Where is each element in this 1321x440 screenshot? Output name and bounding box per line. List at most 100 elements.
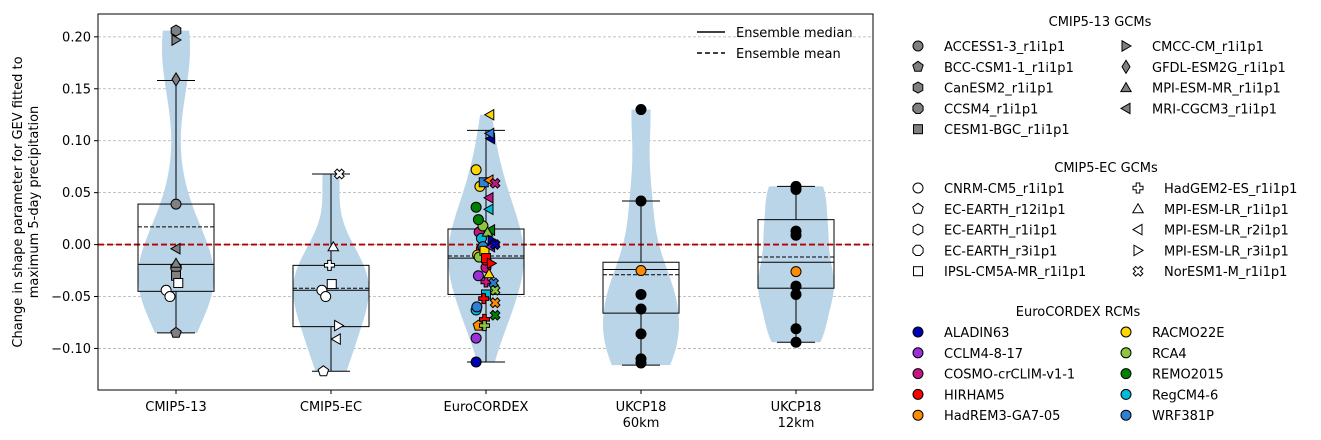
plot-area: −0.10 −0.05 0.00 0.05 0.10 0.15 0.20 CMIP5-13 CM… (11, 13, 874, 431)
data-point (635, 288, 647, 300)
data-point (482, 267, 496, 279)
x-tick-label: CMIP5-13 (145, 400, 206, 415)
data-point (171, 71, 181, 87)
data-point (327, 240, 340, 252)
data-point (472, 214, 484, 226)
violin-2 (293, 174, 369, 372)
legend-label: BCC-CSM1-1_r1i1p1 (944, 61, 1074, 76)
legend-label: EC-EARTH_r1i1p1 (944, 224, 1057, 239)
data-point (320, 291, 332, 303)
legend-label: CCLM4-8-17 (944, 347, 1023, 362)
legend-marker (1120, 347, 1132, 359)
legend-label: ACCESS1-3_r1i1p1 (944, 40, 1065, 55)
legend-label: EC-EARTH_r3i1p1 (944, 244, 1057, 259)
legend-label: MRI-CGCM3_r1i1p1 (1152, 102, 1277, 117)
legend-label: CMCC-CM_r1i1p1 (1152, 40, 1264, 55)
data-point (790, 266, 802, 278)
data-point (790, 336, 802, 348)
legend-label: RACMO22E (1152, 326, 1224, 341)
legend-group-title: CMIP5-13 GCMs (1049, 15, 1152, 30)
legend-marker (1121, 59, 1131, 75)
legend-label: COSMO-crCLIM-v1-1 (944, 368, 1075, 383)
data-point (330, 333, 341, 346)
data-point (790, 229, 802, 241)
legend-marker (1120, 388, 1132, 400)
data-point (471, 301, 483, 313)
data-point (470, 356, 482, 368)
x-tick-label: 60km (623, 416, 660, 431)
legend-label: RCA4 (1152, 347, 1187, 362)
legend-marker (912, 326, 924, 338)
data-point (481, 253, 491, 264)
legend-label: HIRHAM5 (944, 388, 1005, 403)
data-point (489, 239, 501, 251)
legend-marker (912, 182, 924, 194)
y-tick-label: −0.10 (51, 342, 91, 357)
inset-legend-label: Ensemble median (736, 26, 853, 41)
data-point (170, 242, 181, 255)
data-point (478, 320, 490, 332)
data-point (171, 33, 182, 47)
legend-marker (1132, 223, 1143, 236)
legend-marker (912, 347, 924, 359)
data-point (470, 164, 482, 176)
legend: CMIP5-13 GCMs ACCESS1-3_r1i1p1 BCC-CSM1-1_… (912, 15, 1297, 424)
legend-label: HadREM3-GA7-05 (944, 409, 1060, 424)
data-point (635, 303, 647, 315)
data-point (480, 276, 492, 288)
legend-label: IPSL-CM5A-MR_r1i1p1 (944, 265, 1086, 280)
legend-marker (1133, 244, 1144, 257)
x-tick-label: CMIP5-EC (300, 400, 362, 415)
legend-label: CanESM2_r1i1p1 (944, 82, 1054, 97)
data-point (326, 279, 337, 290)
legend-marker (913, 266, 923, 277)
data-point (489, 309, 501, 321)
legend-label: HadGEM2-ES_r1i1p1 (1164, 182, 1297, 197)
y-tick-label: 0.20 (62, 30, 91, 45)
legend-label: WRF381P (1152, 409, 1214, 424)
legend-marker (912, 409, 924, 421)
violin-5 (758, 186, 834, 343)
legend-marker (912, 60, 924, 72)
data-point (635, 104, 647, 116)
legend-label: REMO2015 (1152, 368, 1224, 383)
y-tick-label: 0.00 (62, 238, 91, 253)
y-tick-label: −0.05 (51, 290, 91, 305)
legend-label: EC-EARTH_r12i1p1 (944, 203, 1066, 218)
legend-marker (1132, 182, 1144, 194)
data-point (170, 198, 182, 210)
data-point (790, 184, 802, 196)
data-point (323, 259, 335, 271)
legend-marker (912, 40, 924, 52)
legend-label: CNRM-CM5_r1i1p1 (944, 182, 1065, 197)
legend-marker (912, 223, 924, 236)
data-point (635, 357, 647, 369)
legend-label: MPI-ESM-LR_r1i1p1 (1164, 203, 1289, 218)
legend-label: MPI-ESM-MR_r1i1p1 (1152, 82, 1281, 97)
data-point (489, 284, 501, 296)
data-point (635, 195, 647, 207)
legend-marker (1120, 409, 1132, 421)
legend-marker (1132, 265, 1144, 277)
x-tick-label: UKCP18 (616, 400, 667, 415)
x-tick-label: 12km (778, 416, 815, 431)
y-tick-label: 0.10 (62, 134, 91, 149)
y-tick-label: 0.15 (62, 82, 91, 97)
x-tick-label: UKCP18 (771, 400, 822, 415)
legend-label: RegCM4-6 (1152, 388, 1218, 403)
legend-label: CCSM4_r1i1p1 (944, 102, 1038, 117)
data-point (334, 319, 345, 332)
data-point (483, 108, 495, 121)
legend-marker (912, 388, 924, 400)
legend-marker (1131, 202, 1145, 214)
legend-group-title: CMIP5-EC GCMs (1054, 161, 1158, 176)
data-point (635, 328, 647, 340)
y-tick-label: 0.05 (62, 186, 91, 201)
inset-legend-label: Ensemble mean (736, 47, 841, 62)
data-point (481, 226, 494, 237)
data-point (170, 326, 182, 338)
data-point (470, 332, 482, 344)
legend-marker (912, 81, 924, 94)
data-point (483, 191, 494, 204)
